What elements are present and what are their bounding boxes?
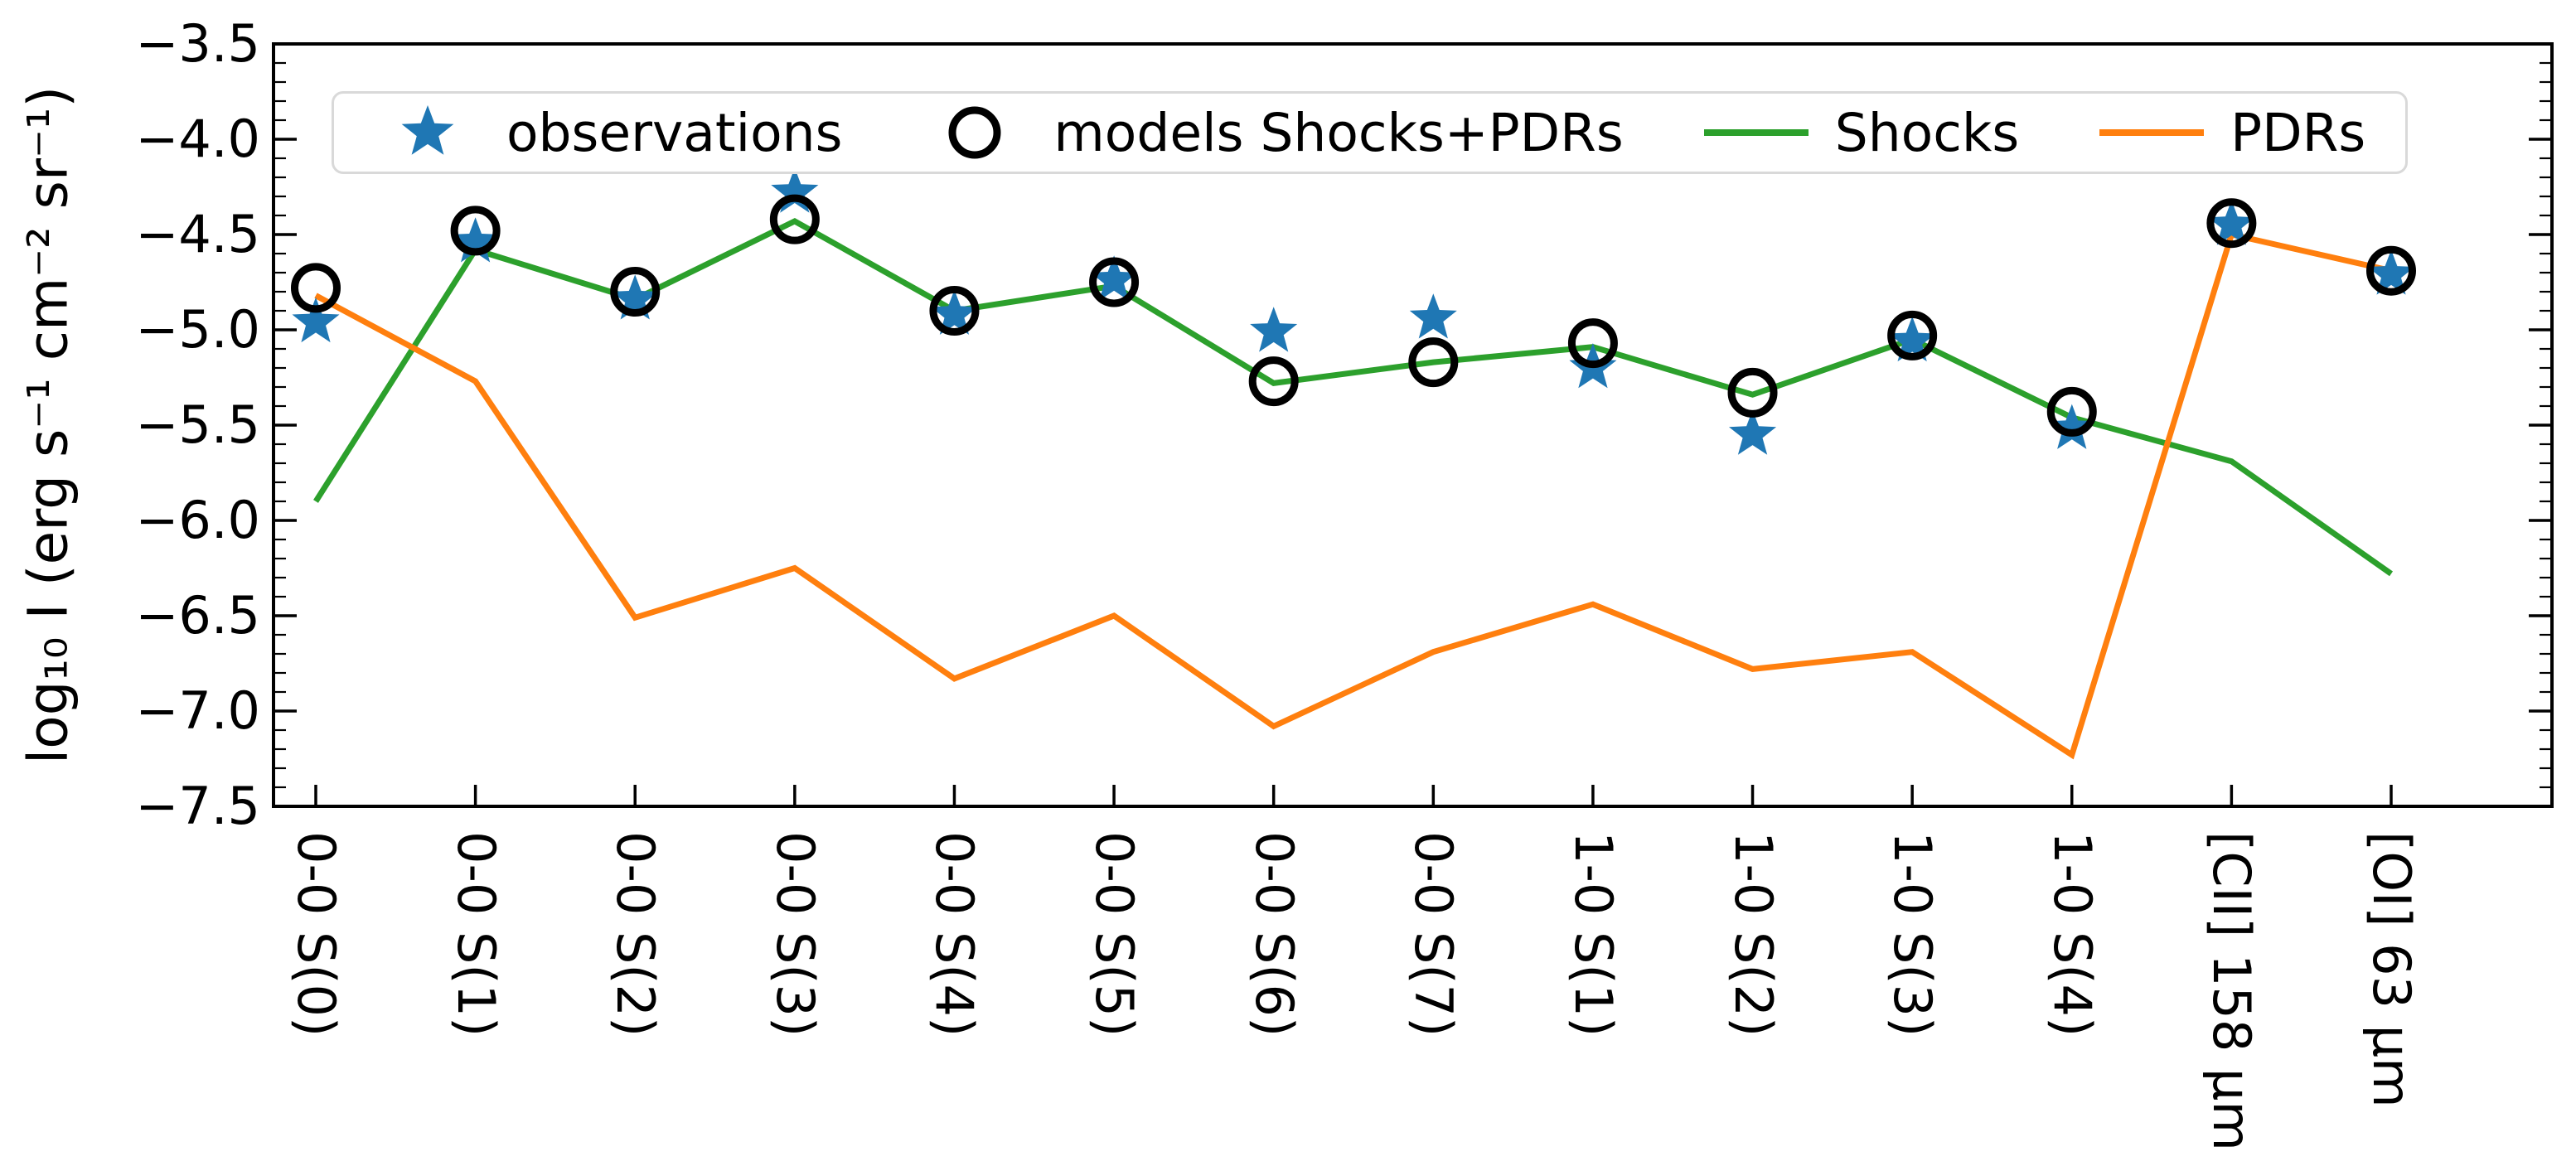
observation-star-marker xyxy=(2048,404,2096,449)
y-tick-label: −4.0 xyxy=(135,109,260,169)
x-tick-label: 0-0 S(1) xyxy=(445,831,506,1038)
open-circle-legend-icon xyxy=(948,106,1001,159)
series-line-shocks xyxy=(313,217,2394,577)
observation-star-marker xyxy=(2367,249,2415,295)
observation-star-marker xyxy=(1409,293,1457,339)
y-tick-label: −7.5 xyxy=(135,776,260,836)
x-tick-label: 0-0 S(4) xyxy=(924,831,985,1038)
x-tick-label: 0-0 S(2) xyxy=(605,831,666,1038)
observation-star-marker xyxy=(2207,200,2255,245)
x-tick-label: 1-0 S(1) xyxy=(1562,831,1624,1038)
model-circle-marker xyxy=(1408,337,1459,388)
x-tick-label: [OI] 63 μm xyxy=(2361,831,2422,1108)
model-circle-marker xyxy=(1248,356,1299,407)
legend-label: observations xyxy=(506,102,843,163)
y-tick-label: −7.0 xyxy=(135,680,260,741)
legend: observations models Shocks+PDRs Shocks PDRs xyxy=(332,91,2409,174)
y-tick-label: −5.5 xyxy=(135,394,260,455)
plot-frame xyxy=(272,42,2554,808)
x-tick-label: 1-0 S(4) xyxy=(2041,831,2103,1038)
legend-label: models Shocks+PDRs xyxy=(1053,102,1624,163)
model-circle-marker xyxy=(769,194,820,244)
model-circle-marker xyxy=(450,206,501,256)
legend-label: Shocks xyxy=(1834,102,2020,163)
observation-star-marker xyxy=(292,297,340,343)
series-line-pdrs xyxy=(314,230,2392,760)
legend-item: models Shocks+PDRs xyxy=(921,99,1624,166)
model-circle-marker xyxy=(2046,386,2097,437)
star-legend-icon xyxy=(401,105,454,155)
x-tick-label: 0-0 S(0) xyxy=(286,831,346,1038)
line-legend-icon xyxy=(1703,129,1809,136)
legend-item: observations xyxy=(374,99,842,166)
observation-star-marker xyxy=(1888,316,1936,362)
x-tick-label: 1-0 S(3) xyxy=(1882,831,1944,1038)
x-tick-label: 0-0 S(7) xyxy=(1403,831,1465,1038)
model-circle-marker xyxy=(2365,245,2416,296)
model-circle-marker xyxy=(1567,318,1618,369)
x-tick-label: [CII] 158 μm xyxy=(2201,831,2263,1151)
observation-star-marker xyxy=(452,217,500,263)
star-glyph xyxy=(401,105,454,155)
open-circle-glyph xyxy=(948,106,1001,159)
model-circle-marker xyxy=(1887,310,1938,360)
x-tick-label: 0-0 S(5) xyxy=(1084,831,1145,1038)
line-legend-icon xyxy=(2099,129,2205,136)
x-tick-label: 1-0 S(2) xyxy=(1722,831,1784,1038)
y-tick-label: −5.0 xyxy=(135,299,260,360)
legend-item: Shocks xyxy=(1702,99,2019,166)
model-circle-marker xyxy=(1727,367,1778,418)
legend-item: PDRs xyxy=(2098,99,2365,166)
model-circle-marker xyxy=(1089,257,1140,307)
y-tick-label: −3.5 xyxy=(135,13,260,74)
model-circle-marker xyxy=(2206,198,2257,249)
observation-star-marker xyxy=(611,274,659,320)
x-tick-label: 0-0 S(6) xyxy=(1243,831,1305,1038)
observation-star-marker xyxy=(1729,409,1777,455)
model-circle-marker xyxy=(929,286,980,336)
legend-label: PDRs xyxy=(2230,102,2366,163)
observation-star-marker xyxy=(771,167,819,213)
model-circle-marker xyxy=(610,267,661,317)
observation-star-marker xyxy=(1090,255,1138,301)
observation-star-marker xyxy=(930,289,978,335)
x-tick-label: 0-0 S(3) xyxy=(764,831,826,1038)
model-circle-marker xyxy=(291,263,341,313)
y-tick-label: −6.0 xyxy=(135,490,260,550)
y-tick-label: −4.5 xyxy=(135,204,260,264)
observation-star-marker xyxy=(1250,307,1298,352)
y-tick-label: −6.5 xyxy=(135,585,260,646)
